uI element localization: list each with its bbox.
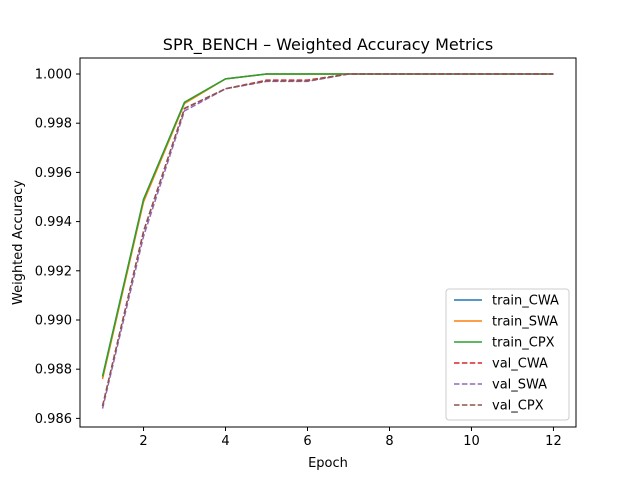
legend: train_CWA train_SWA train_CPX val_CWA val_SW… — [445, 288, 570, 421]
series-layer — [101, 73, 554, 409]
axes-layer — [79, 57, 577, 428]
legend-label-train_CPX: train_CPX — [492, 336, 555, 351]
x-tick-label: 2 — [139, 434, 147, 449]
x-tick-label: 6 — [303, 434, 311, 449]
y-tick-label: 0.994 — [35, 215, 72, 230]
y-tick-label: 0.988 — [35, 363, 72, 378]
x-tick-label: 12 — [545, 434, 562, 449]
y-tick-label: 0.996 — [35, 166, 72, 181]
x-tick-label: 4 — [221, 434, 229, 449]
chart-title: SPR_BENCH – Weighted Accuracy Metrics — [163, 35, 493, 55]
legend-label-val_CWA: val_CWA — [492, 357, 548, 372]
plot-frame — [79, 57, 577, 428]
legend-label-val_SWA: val_SWA — [492, 378, 547, 393]
y-tick-label: 0.992 — [35, 264, 72, 279]
x-tick-label: 8 — [385, 434, 393, 449]
legend-label-train_CWA: train_CWA — [492, 294, 559, 309]
series-line-val_CPX — [101, 73, 554, 407]
x-axis-label: Epoch — [308, 456, 348, 471]
legend-label-train_SWA: train_SWA — [492, 315, 558, 330]
y-tick-label: 0.986 — [35, 412, 72, 427]
x-tick-label: 10 — [463, 434, 480, 449]
y-axis-label: Weighted Accuracy — [11, 180, 26, 305]
y-tick-label: 0.990 — [35, 313, 72, 328]
legend-label-val_CPX: val_CPX — [492, 399, 544, 414]
y-tick-label: 1.000 — [35, 67, 72, 82]
ticks-layer: 2 4 6 8 10 12 0.986 0.988 0.990 0.992 0.994 0.996 0.… — [35, 67, 562, 449]
y-tick-label: 0.998 — [35, 117, 72, 132]
